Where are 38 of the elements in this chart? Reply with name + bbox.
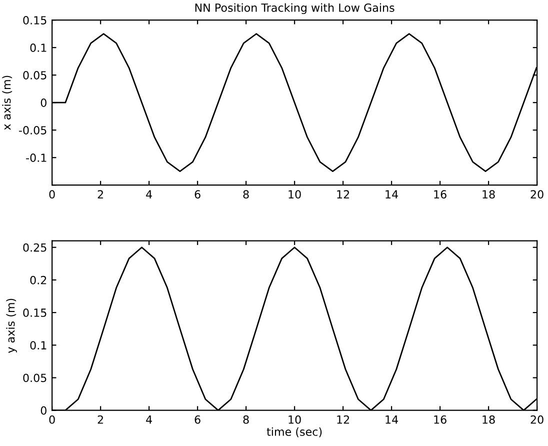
- x-tick-label: 20: [530, 415, 544, 424]
- x-tick-label: 10: [288, 190, 301, 199]
- x-tick-label: 6: [194, 415, 200, 424]
- y-tick-label: 0.05: [23, 374, 46, 382]
- x-tick-label: 12: [337, 190, 350, 198]
- x-tick-label: 2: [98, 190, 103, 198]
- x-axis-title: time (sec): [266, 427, 322, 438]
- x-tick-label: 4: [146, 190, 152, 198]
- x-tick-label: 14: [386, 190, 398, 198]
- x-tick-label: 8: [243, 190, 249, 199]
- chart-title: NN Position Tracking with Low Gains: [195, 3, 394, 14]
- x-tick-label: 14: [386, 416, 398, 424]
- y-tick-label: 0: [40, 98, 46, 107]
- x-tick-label: 8: [243, 415, 249, 424]
- x-tick-label: 6: [194, 190, 200, 199]
- y-tick-label: 0.25: [23, 243, 46, 252]
- x-tick-label: 16: [434, 415, 446, 424]
- x-tick-label: 0: [49, 415, 55, 424]
- x-tick-label: 18: [482, 190, 495, 199]
- y-tick-label: 0.15: [23, 16, 46, 24]
- y-tick-label: 0.1: [30, 341, 46, 350]
- x-tick-label: 16: [434, 190, 446, 199]
- y-tick-label: 0.15: [23, 308, 46, 317]
- y-axis-title: x axis (m): [2, 76, 12, 130]
- y-tick-label: -0.05: [18, 126, 46, 134]
- y-tick-label: 0.1: [30, 44, 46, 52]
- y-axis-title: y axis (m): [6, 298, 17, 353]
- y-tick-label: -0.1: [26, 154, 46, 162]
- x-tick-label: 20: [530, 190, 544, 199]
- x-tick-label: 12: [337, 415, 350, 424]
- x-tick-label: 4: [146, 416, 152, 424]
- x-tick-label: 2: [98, 415, 103, 424]
- x-tick-label: 10: [288, 415, 301, 424]
- y-tick-label: 0.05: [23, 71, 46, 80]
- y-tick-label: 0: [40, 406, 46, 415]
- x-tick-label: 0: [49, 190, 55, 199]
- x-tick-label: 18: [482, 415, 495, 424]
- y-tick-label: 0.2: [30, 276, 46, 284]
